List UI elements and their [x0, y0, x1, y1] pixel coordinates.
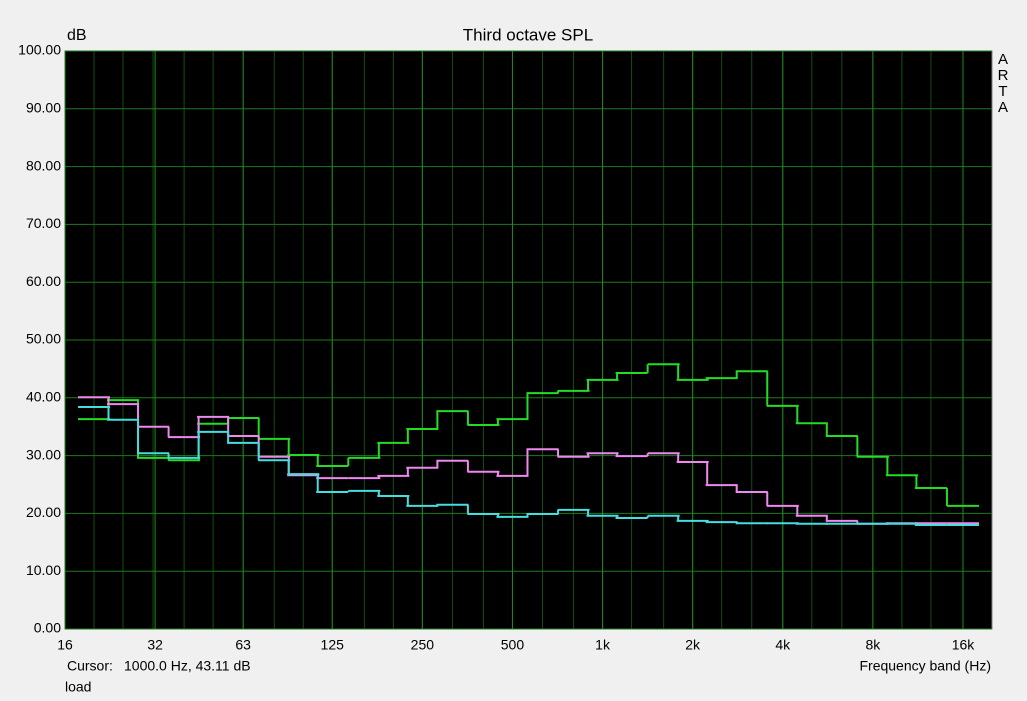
- cursor-label: Cursor:: [67, 658, 113, 674]
- x-tick-label: 32: [147, 637, 163, 653]
- y-tick-label: 20.00: [26, 504, 61, 520]
- watermark: ARTA: [997, 51, 1009, 116]
- x-tick-label: 16k: [952, 637, 976, 653]
- y-tick-label: 10.00: [26, 562, 61, 578]
- y-tick-label: 50.00: [26, 331, 61, 347]
- x-tick-label: 2k: [685, 637, 701, 653]
- y-tick-label: 60.00: [26, 273, 61, 289]
- y-axis-label: dB: [67, 27, 87, 44]
- x-tick-label: 125: [321, 637, 345, 653]
- footer-text: load: [65, 679, 91, 695]
- y-tick-label: 100.00: [18, 42, 61, 58]
- x-tick-label: 8k: [865, 637, 881, 653]
- x-tick-label: 4k: [775, 637, 791, 653]
- y-tick-label: 30.00: [26, 446, 61, 462]
- x-axis-label: Frequency band (Hz): [859, 658, 991, 674]
- x-tick-label: 1k: [595, 637, 611, 653]
- y-tick-label: 80.00: [26, 157, 61, 173]
- x-tick-label: 63: [235, 637, 251, 653]
- x-tick-label: 250: [411, 637, 435, 653]
- y-tick-label: 70.00: [26, 215, 61, 231]
- cursor-value: 1000.0 Hz, 43.11 dB: [124, 658, 251, 674]
- y-tick-label: 0.00: [34, 620, 61, 636]
- x-tick-label: 16: [57, 637, 73, 653]
- y-tick-label: 90.00: [26, 100, 61, 116]
- chart-title: Third octave SPL: [463, 25, 593, 44]
- y-tick-label: 40.00: [26, 389, 61, 405]
- x-tick-label: 500: [501, 637, 525, 653]
